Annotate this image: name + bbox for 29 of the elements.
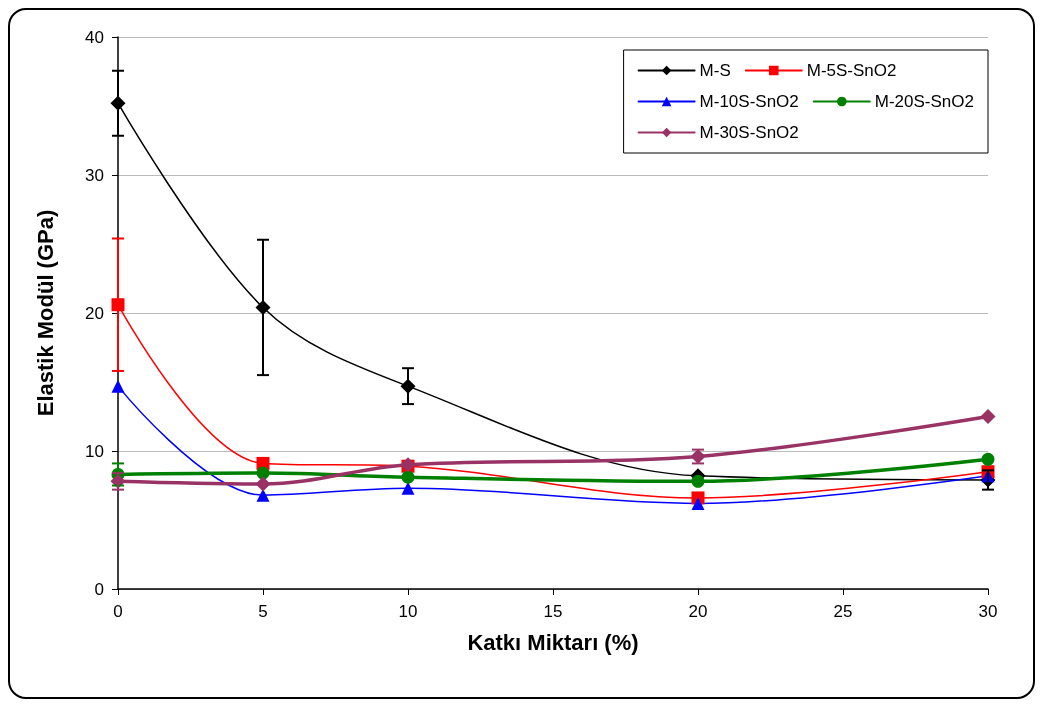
legend-label: M-10S-SnO2 — [699, 92, 799, 111]
point — [691, 474, 705, 488]
legend-label: M-S — [699, 61, 731, 80]
legend-label: M-5S-SnO2 — [806, 61, 897, 80]
point — [980, 409, 996, 424]
x-tick-label: 0 — [113, 602, 123, 621]
point — [255, 476, 271, 492]
point — [111, 379, 125, 393]
point — [256, 488, 270, 502]
x-tick-label: 25 — [833, 602, 853, 621]
y-tick-label: 30 — [85, 165, 104, 185]
point — [691, 496, 705, 510]
x-tick-label: 10 — [398, 602, 418, 621]
y-tick-label: 0 — [94, 579, 104, 599]
point — [401, 481, 415, 495]
y-tick-label: 10 — [85, 441, 104, 461]
y-tick-label: 40 — [85, 27, 104, 47]
x-axis-title: Katkı Miktarı (%) — [467, 629, 639, 655]
legend-label: M-20S-SnO2 — [874, 92, 974, 111]
x-tick-label: 5 — [258, 602, 268, 621]
y-tick-label: 20 — [85, 303, 104, 323]
x-tick-label: 30 — [978, 602, 998, 621]
x-tick-label: 15 — [543, 602, 563, 621]
legend-label: M-30S-SnO2 — [699, 123, 799, 142]
point — [401, 470, 415, 484]
point — [981, 452, 995, 466]
point — [256, 466, 270, 480]
x-tick-label: 20 — [688, 602, 708, 621]
y-axis-title: Elastik Modül (GPa) — [32, 209, 58, 417]
